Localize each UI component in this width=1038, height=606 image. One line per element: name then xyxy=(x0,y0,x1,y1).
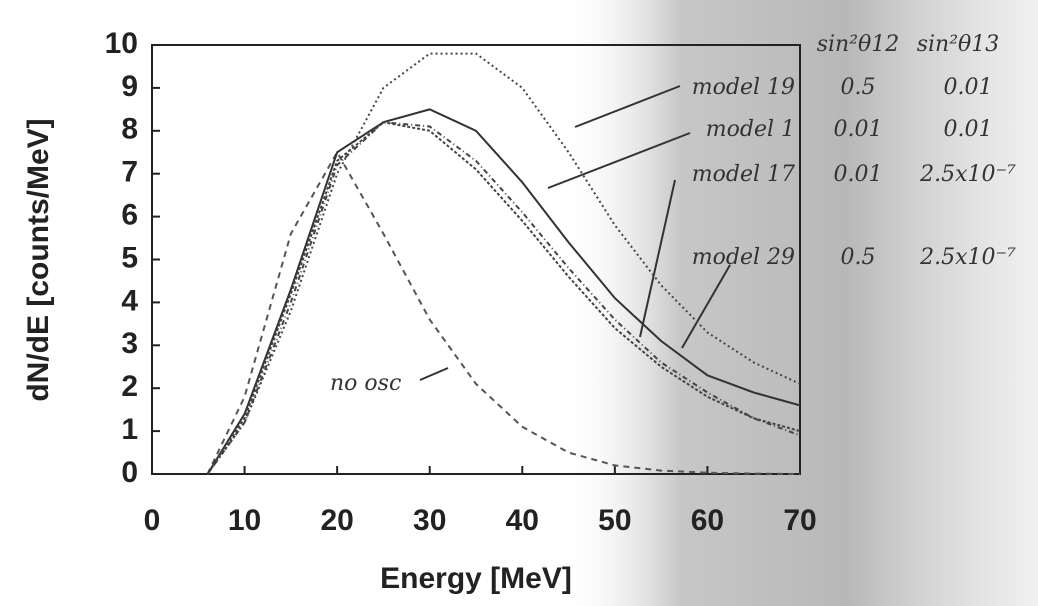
series-line xyxy=(206,108,801,475)
arrows xyxy=(419,85,731,381)
x-tick-label: 70 xyxy=(783,504,816,537)
y-tick-label: 9 xyxy=(121,70,138,103)
x-tick-label: 20 xyxy=(320,504,353,537)
x-tick-label: 10 xyxy=(228,504,261,537)
y-tick-label: 8 xyxy=(121,113,138,146)
annotation-model: model 19 xyxy=(692,75,795,100)
x-tick-label: 50 xyxy=(598,504,631,537)
annotation-model: model 17 xyxy=(692,162,795,187)
annotation-sin12: 0.5 xyxy=(841,245,876,270)
y-tick-label: 1 xyxy=(121,413,138,446)
series-line xyxy=(206,121,801,475)
series-line xyxy=(206,121,801,475)
y-tick-label: 6 xyxy=(121,199,138,232)
annotation-sin13: 2.5x10⁻⁷ xyxy=(919,162,1016,187)
annotation-sin12: 0.01 xyxy=(834,162,883,187)
y-tick-label: 0 xyxy=(121,456,138,489)
no-osc-label: no osc xyxy=(330,371,401,396)
x-axis-label: Energy [MeV] xyxy=(380,562,572,595)
y-tick-label: 5 xyxy=(121,241,138,274)
annotation-sin13: 0.01 xyxy=(944,117,993,142)
series-line xyxy=(206,150,801,475)
annotation-sin12: 0.01 xyxy=(834,117,883,142)
x-tick-label: 40 xyxy=(506,504,539,537)
y-tick-label: 7 xyxy=(121,156,138,189)
y-tick-label: 2 xyxy=(121,370,138,403)
annotation-header: sin²θ13 xyxy=(917,32,1000,57)
x-tick-label: 30 xyxy=(413,504,446,537)
y-tick-label: 3 xyxy=(121,327,138,360)
y-tick-label: 4 xyxy=(121,284,138,317)
x-tick-label: 0 xyxy=(144,504,161,537)
annotation-sin12: 0.5 xyxy=(841,75,876,100)
y-tick-label: 10 xyxy=(105,27,138,60)
annotation-header: sin²θ12 xyxy=(817,32,900,57)
annotation-sin13: 2.5x10⁻⁷ xyxy=(919,245,1016,270)
y-axis-label: dN/dE [counts/MeV] xyxy=(22,118,55,401)
x-tick-label: 60 xyxy=(691,504,724,537)
annotation-sin13: 0.01 xyxy=(944,75,993,100)
annotation-model: model 1 xyxy=(706,117,795,142)
annotation-model: model 29 xyxy=(692,245,795,270)
